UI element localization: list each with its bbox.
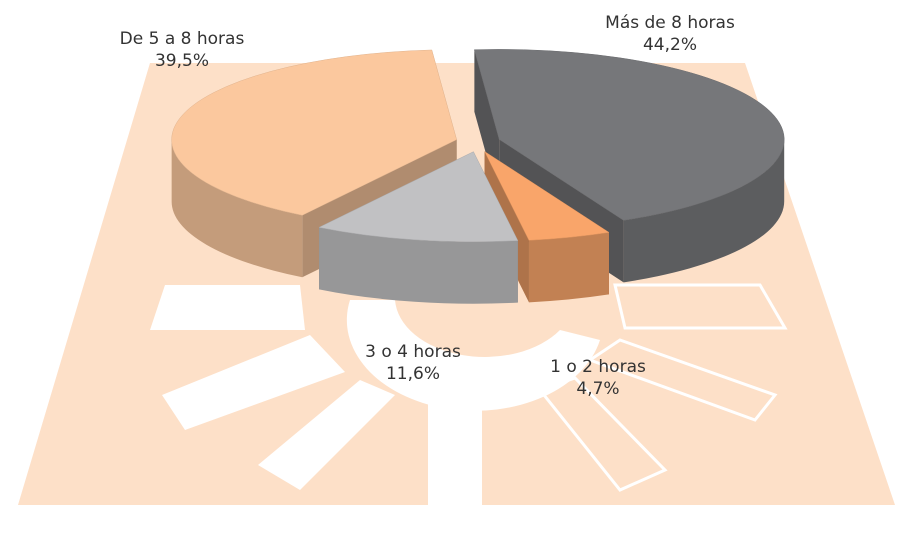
slice-label: 1 o 2 horas	[550, 357, 646, 377]
value-label: 39,5%	[155, 51, 209, 71]
pie	[172, 49, 785, 303]
chart: Más de 8 horas44,2% 1 o 2 horas4,7% 3 o 4 …	[0, 0, 910, 533]
value-label: 11,6%	[386, 364, 440, 384]
slice-label: De 5 a 8 horas	[120, 29, 245, 49]
value-label: 4,7%	[576, 379, 619, 399]
slice-side	[529, 232, 609, 302]
value-label: 44,2%	[643, 35, 697, 55]
slice-label: 3 o 4 horas	[365, 342, 461, 362]
slice-label: Más de 8 horas	[605, 13, 735, 33]
